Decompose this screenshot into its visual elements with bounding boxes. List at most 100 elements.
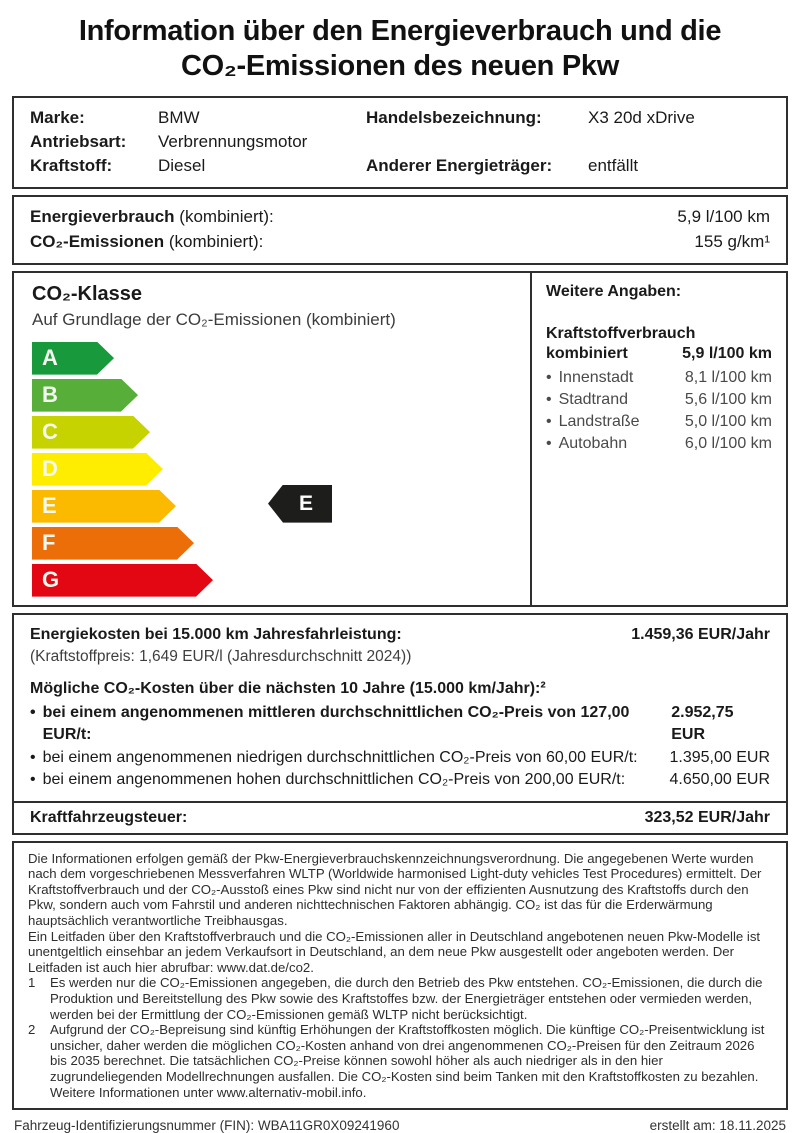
legal-paragraph-1: Die Informationen erfolgen gemäß der Pkw… — [28, 850, 762, 928]
autobahn-row: • Autobahn 6,0 l/100 km — [546, 433, 772, 455]
landstrasse-value: 5,0 l/100 km — [684, 412, 772, 430]
footnote-2: 2 Aufgrund der CO₂-Bepreisung sind künft… — [28, 1022, 772, 1100]
innenstadt-row: • Innenstadt 8,1 l/100 km — [546, 367, 772, 389]
kombiniert-value: 5,9 l/100 km — [682, 344, 772, 362]
co2-class-arrow-d: D — [32, 453, 163, 486]
footnote-1: 1 Es werden nur die CO₂-Emissionen angeg… — [28, 975, 772, 1022]
co2-kosten-item-hoch-text: bei einem angenommenen hohen durchschnit… — [42, 771, 626, 789]
footnote-2-number: 2 — [28, 1022, 36, 1038]
co2-class-arrow-a: A — [32, 342, 114, 375]
co2-kosten-item-hoch: • bei einem angenommenen hohen durchschni… — [30, 769, 770, 792]
landstrasse-label: Landstraße — [558, 412, 640, 430]
legal-paragraph-2: Ein Leitfaden über den Kraftstoffverbrau… — [28, 928, 761, 975]
class-letter-a: A — [42, 345, 58, 371]
co2-kosten-item-mittel-value: 2.952,75 EUR — [671, 703, 734, 744]
energieverbrauch-label: Energieverbrauch — [30, 206, 175, 226]
fin-value: WBA11GR0X09241960 — [257, 1118, 400, 1133]
co2-class-heading: CO₂-Klasse — [32, 282, 143, 305]
bullet-icon: • — [546, 412, 552, 430]
consumption-summary: Energieverbrauch (kombiniert): 5,9 l/100… — [12, 194, 788, 265]
co2-class-arrow-b: B — [32, 379, 138, 412]
co2-kosten-item-hoch-value: 4.650,00 EUR — [669, 771, 770, 789]
co2-emissionen-row: CO₂-Emissionen (kombiniert): 155 g/km¹ — [30, 229, 770, 254]
class-letter-b: B — [42, 382, 58, 408]
anderer-energietraeger-label: Anderer Energieträger: — [366, 155, 553, 175]
co2-emissionen-label: CO₂-Emissionen — [30, 231, 165, 251]
class-letter-d: D — [42, 456, 58, 482]
class-letter-e: E — [42, 493, 57, 519]
page-title: Information über den Energieverbrauch un… — [12, 14, 788, 84]
kraftstoff-label: Kraftstoff: — [30, 155, 113, 175]
kfz-steuer-label: Kraftfahrzeugsteuer: — [30, 808, 188, 826]
co2-class-indicator: E — [268, 484, 332, 523]
energieverbrauch-row: Energieverbrauch (kombiniert): 5,9 l/100… — [30, 204, 770, 229]
co2-kosten-item-mittel: • bei einem angenommenen mittleren durchs… — [30, 702, 770, 747]
bullet-icon: • — [546, 390, 552, 408]
co2-kosten-item-niedrig-value: 1.395,00 EUR — [669, 748, 770, 766]
innenstadt-label: Innenstadt — [558, 368, 634, 386]
page-title-line2: CO₂-Emissionen des neuen Pkw — [181, 49, 619, 82]
footer: Fahrzeug-Identifizierungsnummer (FIN): W… — [12, 1118, 788, 1133]
autobahn-value: 6,0 l/100 km — [684, 434, 772, 452]
kraftstoff-value: Diesel — [158, 155, 206, 175]
costs-section: Energiekosten bei 15.000 km Jahresfahrle… — [12, 612, 788, 835]
co2-class-arrow-f: F — [32, 527, 194, 560]
marke-label: Marke: — [30, 107, 85, 127]
footnote-1-number: 1 — [28, 975, 36, 991]
weitere-angaben-heading: Weitere Angaben: — [546, 282, 682, 300]
class-letter-c: C — [42, 419, 58, 445]
bullet-icon: • — [546, 368, 552, 386]
stadtrand-row: • Stadtrand 5,6 l/100 km — [546, 389, 772, 411]
co2-class-scale-panel: CO₂-Klasse Auf Grundlage der CO₂-Emissio… — [14, 273, 530, 605]
handelsbezeichnung-value: X3 20d xDrive — [588, 107, 695, 127]
co2-emissionen-label-suffix: (kombiniert): — [164, 231, 264, 251]
innenstadt-value: 8,1 l/100 km — [684, 368, 772, 386]
energiekosten-block: Energiekosten bei 15.000 km Jahresfahrle… — [14, 615, 786, 669]
co2-kosten-item-niedrig-text: bei einem angenommenen niedrigen durchsc… — [42, 748, 638, 766]
footnote-2-text: Aufgrund der CO₂-Bepreisung sind künftig… — [50, 1022, 765, 1100]
co2-class-arrow-g: G — [32, 564, 213, 597]
bullet-icon: • — [30, 771, 36, 789]
footnote-1-text: Es werden nur die CO₂-Emissionen angegeb… — [50, 975, 763, 1022]
co2-class-arrow-c: C — [32, 416, 150, 449]
marke-value: BMW — [158, 107, 200, 127]
weitere-angaben-panel: Weitere Angaben: Kraftstoffverbrauch kom… — [530, 272, 786, 605]
energiekosten-label: Energiekosten bei 15.000 km Jahresfahrle… — [30, 625, 402, 643]
created-date: erstellt am: 18.11.2025 — [649, 1118, 786, 1133]
class-letter-f: F — [42, 530, 56, 556]
co2-class-arrow-e: E — [32, 490, 176, 523]
handelsbezeichnung-label: Handelsbezeichnung: — [366, 107, 542, 127]
co2-kosten-item-niedrig: • bei einem angenommenen niedrigen durchs… — [30, 747, 770, 770]
legal-section: Die Informationen erfolgen gemäß der Pkw… — [12, 840, 788, 1111]
vehicle-info-table: Marke: BMW Handelsbezeichnung: X3 20d xD… — [12, 95, 788, 189]
antriebsart-value: Verbrennungsmotor — [158, 131, 308, 151]
bullet-icon: • — [30, 748, 36, 766]
anderer-energietraeger-value: entfällt — [588, 155, 639, 175]
kfz-steuer-row: Kraftfahrzeugsteuer: 323,52 EUR/Jahr — [14, 800, 786, 833]
landstrasse-row: • Landstraße 5,0 l/100 km — [546, 411, 772, 433]
energy-label-page: Information über den Energieverbrauch un… — [12, 14, 788, 1133]
co2-emissionen-value: 155 g/km¹ — [694, 231, 770, 251]
page-title-line1: Information über den Energieverbrauch un… — [78, 15, 722, 47]
stadtrand-value: 5,6 l/100 km — [684, 390, 772, 408]
stadtrand-label: Stadtrand — [558, 390, 628, 408]
co2-class-scale: A B C D E F G E — [32, 342, 492, 597]
indicator-letter: E — [298, 491, 313, 515]
energieverbrauch-value: 5,9 l/100 km — [677, 206, 770, 226]
energiekosten-row: Energiekosten bei 15.000 km Jahresfahrle… — [30, 623, 770, 646]
co2-kosten-item-mittel-text: bei einem angenommenen mittleren durchsc… — [42, 703, 630, 744]
energieverbrauch-label-suffix: (kombiniert): — [174, 206, 274, 226]
kfz-steuer-value: 323,52 EUR/Jahr — [644, 808, 770, 826]
fin-label: Fahrzeug-Identifizierungsnummer (FIN): — [14, 1118, 255, 1133]
co2-kosten-heading: Mögliche CO₂-Kosten über die nächsten 10… — [30, 679, 546, 697]
bullet-icon: • — [546, 434, 552, 452]
antriebsart-label: Antriebsart: — [30, 131, 127, 151]
co2-kosten-block: Mögliche CO₂-Kosten über die nächsten 10… — [14, 669, 786, 801]
energiekosten-value: 1.459,36 EUR/Jahr — [631, 625, 770, 643]
bullet-icon: • — [30, 703, 36, 721]
kombiniert-row: kombiniert 5,9 l/100 km — [546, 343, 772, 365]
class-letter-g: G — [42, 567, 60, 593]
co2-class-subheading: Auf Grundlage der CO₂-Emissionen (kombin… — [32, 309, 396, 329]
co2-class-section: CO₂-Klasse Auf Grundlage der CO₂-Emissio… — [12, 270, 788, 607]
kraftstoffverbrauch-title: Kraftstoffverbrauch — [546, 324, 696, 342]
